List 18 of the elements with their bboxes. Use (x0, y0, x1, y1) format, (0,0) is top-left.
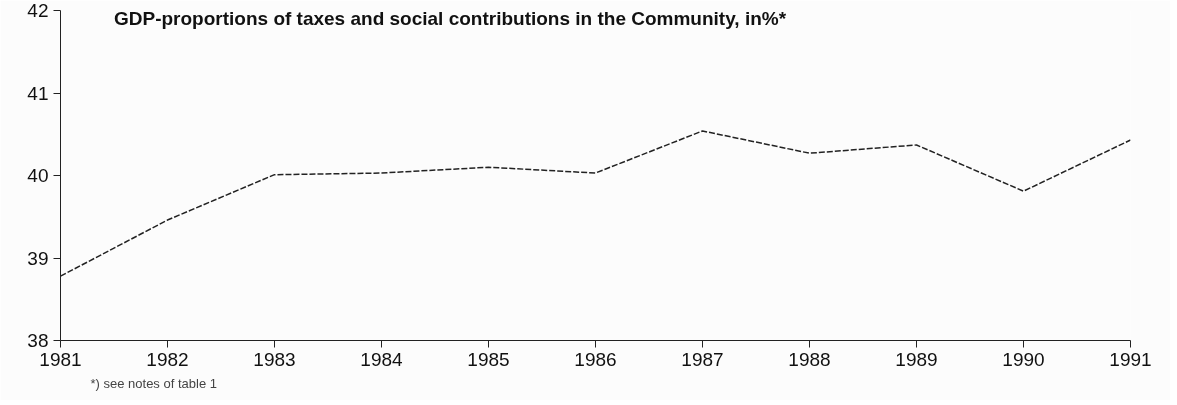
y-tick-label: 41 (27, 82, 49, 104)
y-tick-label: 42 (27, 0, 49, 21)
x-tick-label: 1981 (39, 348, 82, 370)
x-tick-label: 1991 (1109, 348, 1152, 370)
y-tick-label: 38 (27, 330, 49, 351)
x-tick-label: 1987 (681, 348, 724, 370)
x-tick-label: 1984 (360, 348, 404, 370)
x-tick-label: 1988 (788, 348, 831, 370)
x-tick-label: 1989 (895, 348, 938, 370)
x-tick-label: 1983 (253, 348, 296, 370)
x-tick-label: 1982 (146, 348, 189, 370)
x-tick-label: 1990 (1002, 348, 1045, 370)
x-tick-label: 1986 (574, 348, 617, 370)
y-tick-label: 39 (27, 247, 49, 269)
x-tick-label: 1985 (467, 348, 510, 370)
chart-title: GDP-proportions of taxes and social contributions in the Community, in%* (114, 7, 787, 29)
text: *) see notes of table 1 (90, 375, 217, 391)
y-tick-label: 40 (27, 165, 49, 186)
